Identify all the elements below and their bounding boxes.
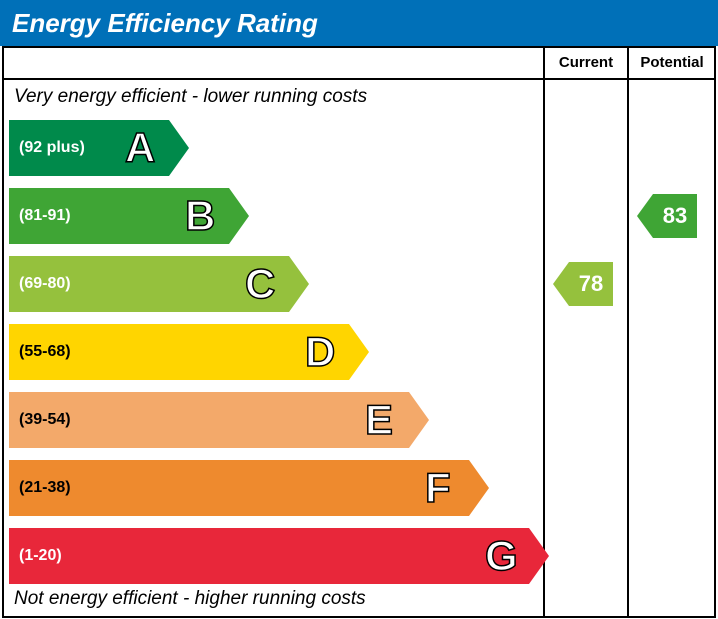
band-arrow xyxy=(469,460,489,516)
band-letter: G xyxy=(485,532,518,580)
band-letter: E xyxy=(365,396,393,444)
band-f: (21-38) F xyxy=(9,460,539,516)
band-d: (55-68) D xyxy=(9,324,539,380)
band-e: (39-54) E xyxy=(9,392,539,448)
header-current: Current xyxy=(543,48,627,78)
pointer-value: 83 xyxy=(653,194,697,238)
band-bar: (39-54) xyxy=(9,392,409,448)
band-letter: A xyxy=(125,124,155,172)
band-bar: (1-20) xyxy=(9,528,529,584)
band-arrow xyxy=(289,256,309,312)
bands-container: (92 plus) A (81-91) B (69-80) C (55-68) D (39-54… xyxy=(9,120,539,596)
band-range: (39-54) xyxy=(9,411,71,429)
caption-top: Very energy efficient - lower running co… xyxy=(14,86,367,108)
band-range: (21-38) xyxy=(9,479,71,497)
header-row: Current Potential xyxy=(4,48,714,80)
band-letter: B xyxy=(185,192,215,240)
band-a: (92 plus) A xyxy=(9,120,539,176)
band-arrow xyxy=(229,188,249,244)
band-range: (69-80) xyxy=(9,275,71,293)
band-b: (81-91) B xyxy=(9,188,539,244)
pointer-current: 78 xyxy=(553,262,613,306)
band-letter: C xyxy=(245,260,275,308)
band-range: (55-68) xyxy=(9,343,71,361)
band-g: (1-20) G xyxy=(9,528,539,584)
band-letter: D xyxy=(305,328,335,376)
band-arrow xyxy=(409,392,429,448)
divider-potential xyxy=(627,80,629,616)
chart-body: Very energy efficient - lower running co… xyxy=(4,80,714,616)
band-arrow xyxy=(349,324,369,380)
band-arrow xyxy=(169,120,189,176)
chart-table: Current Potential Very energy efficient … xyxy=(2,46,716,618)
pointer-arrow-icon xyxy=(637,194,653,238)
band-letter: F xyxy=(425,464,451,512)
chart-title: Energy Efficiency Rating xyxy=(12,8,318,38)
pointer-potential: 83 xyxy=(637,194,697,238)
band-c: (69-80) C xyxy=(9,256,539,312)
band-bar: (21-38) xyxy=(9,460,469,516)
band-range: (92 plus) xyxy=(9,139,85,157)
band-range: (1-20) xyxy=(9,547,62,565)
header-potential: Potential xyxy=(627,48,715,78)
band-range: (81-91) xyxy=(9,207,71,225)
pointer-arrow-icon xyxy=(553,262,569,306)
band-bar: (55-68) xyxy=(9,324,349,380)
title-bar: Energy Efficiency Rating xyxy=(0,0,718,46)
pointer-value: 78 xyxy=(569,262,613,306)
band-arrow xyxy=(529,528,549,584)
epc-chart: Energy Efficiency Rating Current Potenti… xyxy=(0,0,718,619)
